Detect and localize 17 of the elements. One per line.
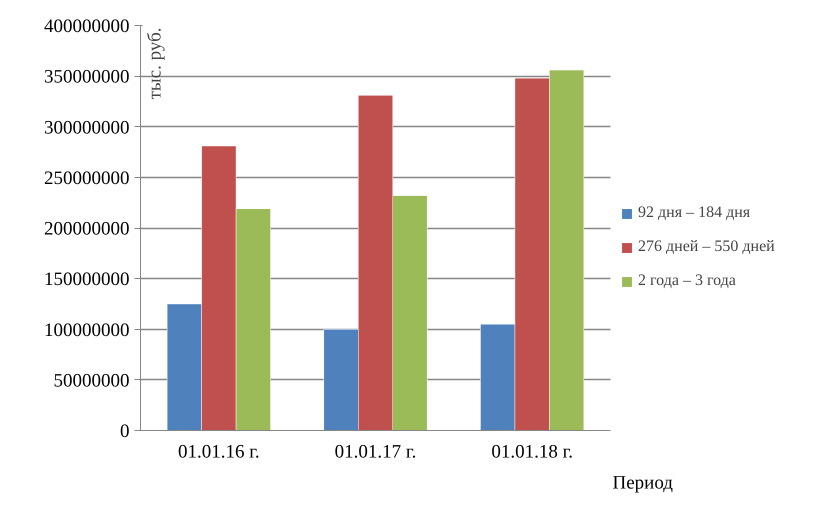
y-tick-label: 50000000 <box>54 370 130 392</box>
y-tick-label: 300000000 <box>44 117 130 138</box>
y-tick-label: 150000000 <box>44 269 130 290</box>
y-tick-label: 400000000 <box>44 16 130 37</box>
y-axis-title: тыс. руб. <box>144 27 166 100</box>
y-tick-label: 250000000 <box>44 168 130 189</box>
legend-label: 92 дня – 184 дня <box>638 204 750 222</box>
y-tick-label: 100000000 <box>44 320 130 341</box>
x-tick-label: 01.01.16 г. <box>178 442 260 462</box>
x-tick-label: 01.01.18 г. <box>491 442 573 462</box>
x-axis-title: Период <box>612 472 674 494</box>
y-tick-label: 0 <box>120 421 130 442</box>
legend-label: 276 дней – 550 дней <box>638 238 775 256</box>
x-tick-label: 01.01.17 г. <box>334 442 416 462</box>
legend-label: 2 года – 3 года <box>638 272 736 290</box>
y-tick-label: 200000000 <box>44 218 130 240</box>
y-tick-label: 350000000 <box>44 66 130 88</box>
